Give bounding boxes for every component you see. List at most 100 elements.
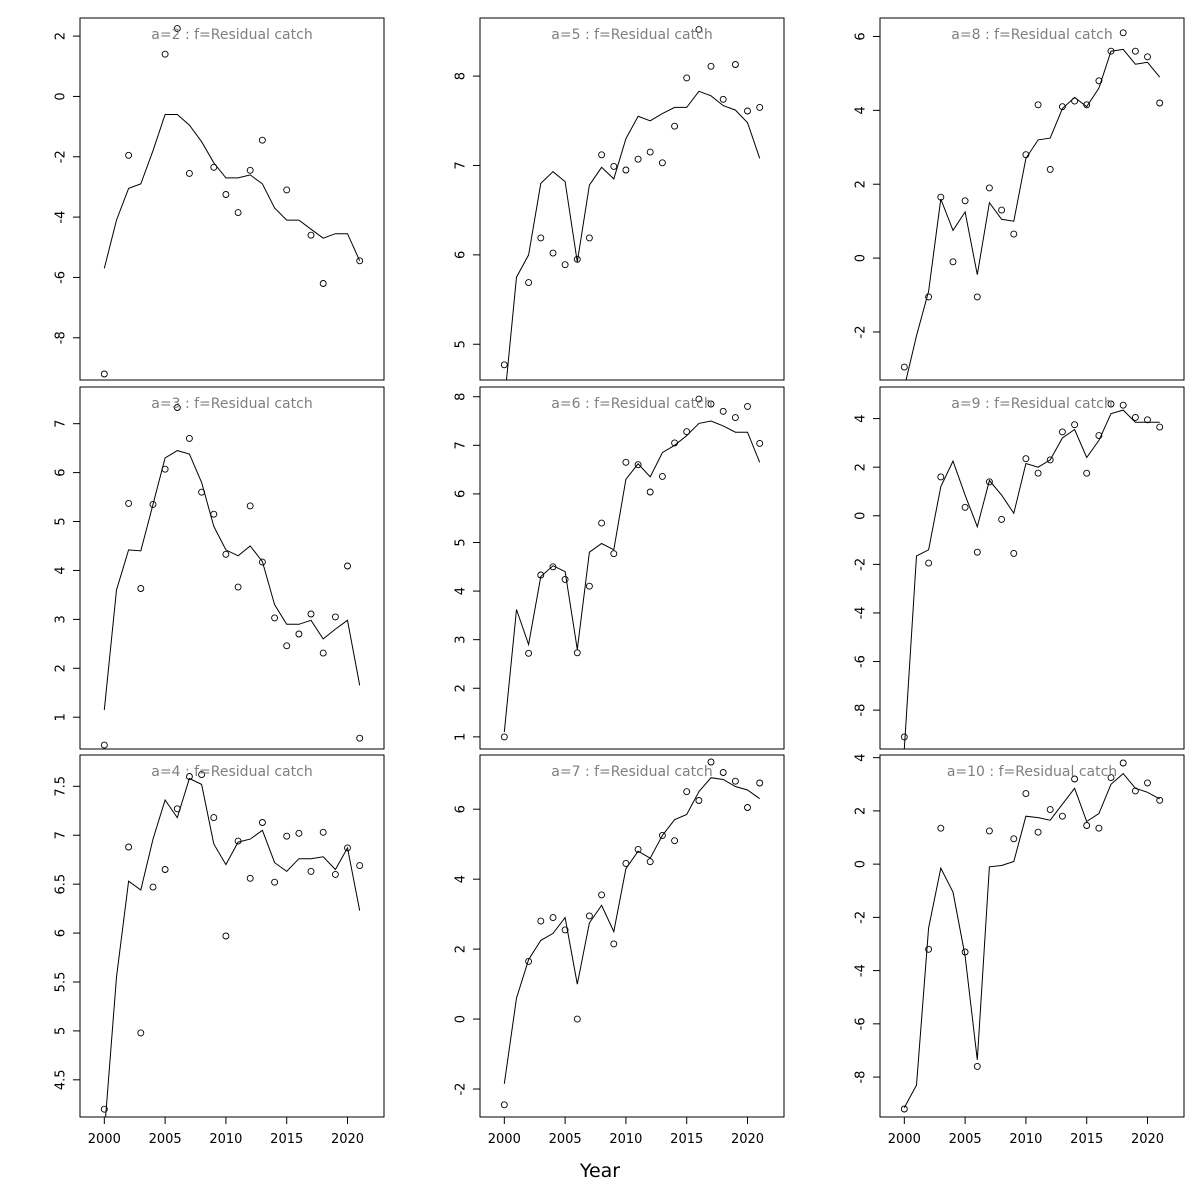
observed-point [271, 614, 279, 622]
observed-point [234, 209, 242, 217]
y-tick-label: 7 [454, 441, 469, 449]
observed-point [561, 261, 569, 269]
observed-point [161, 465, 169, 473]
observed-point [283, 832, 291, 840]
observed-point [973, 548, 981, 556]
observed-point [985, 478, 993, 486]
observed-point [1046, 456, 1054, 464]
observed-point [307, 231, 315, 239]
observed-point [1119, 401, 1127, 409]
observed-point [185, 434, 193, 442]
y-tick-label: -8 [854, 704, 869, 717]
observed-point [1131, 787, 1139, 795]
observed-point [283, 186, 291, 194]
observed-point [925, 559, 933, 567]
observed-point [125, 843, 133, 851]
y-tick-label: 3 [54, 615, 69, 623]
x-tick-label: 2015 [670, 1132, 703, 1147]
observed-point [1107, 774, 1115, 782]
observed-point [100, 741, 108, 749]
panel-4: a=6 : f=Residual catch 8 7 6 5 4 3 2 1 [454, 386, 785, 750]
panel-6: a=4 : f=Residual catch 7.5 7 6.5 6 5.5 5 4.5 200… [54, 754, 385, 1147]
x-tick-label: 2010 [609, 1132, 642, 1147]
observed-point [973, 293, 981, 301]
observed-point [234, 837, 242, 845]
observed-point [258, 136, 266, 144]
observed-point [537, 234, 545, 242]
observed-point [622, 458, 630, 466]
observed-point [756, 779, 764, 787]
observed-point [271, 878, 279, 886]
panel-frame [79, 17, 385, 381]
observed-point [961, 503, 969, 511]
x-tick-label: 2010 [209, 1132, 242, 1147]
y-tick-label: -4 [54, 211, 69, 224]
observed-point [246, 502, 254, 510]
panel-frame [879, 754, 1185, 1118]
y-tick-label: 1 [54, 713, 69, 721]
observed-point [985, 827, 993, 835]
y-tick-label: -2 [454, 1083, 469, 1096]
observed-point [283, 642, 291, 650]
observed-point [307, 610, 315, 618]
observed-point [500, 361, 508, 369]
observed-point [1131, 47, 1139, 55]
y-tick-label: 6 [454, 490, 469, 498]
y-tick-label: 4 [854, 414, 869, 422]
panel-5: a=9 : f=Residual catch 4 2 0 -2 -4 -6 -8 [854, 386, 1185, 750]
observed-point [137, 1029, 145, 1037]
observed-point [731, 414, 739, 422]
observed-point [622, 859, 630, 867]
observed-point [1010, 230, 1018, 238]
observed-point [295, 630, 303, 638]
y-tick-label: 5.5 [54, 972, 69, 993]
observed-point [573, 255, 581, 263]
x-tick-label: 2015 [1070, 1132, 1103, 1147]
y-tick-label: -2 [854, 911, 869, 924]
observed-point [258, 558, 266, 566]
observed-point [161, 866, 169, 873]
observed-point [658, 472, 666, 480]
y-tick-label: -2 [854, 558, 869, 571]
x-tick-label: 2020 [731, 1132, 764, 1147]
observed-point [1083, 469, 1091, 477]
observed-point [998, 515, 1006, 523]
observed-point [707, 400, 715, 408]
observed-point [1119, 29, 1127, 37]
observed-point [610, 940, 618, 948]
observed-point [549, 914, 557, 922]
y-tick-label: 0 [854, 512, 869, 520]
observed-point [998, 206, 1006, 214]
y-tick-label: 0 [454, 1015, 469, 1023]
observed-point [622, 166, 630, 174]
y-tick-label: 8 [454, 72, 469, 80]
observed-point [222, 932, 230, 940]
fitted-line [503, 777, 760, 1084]
y-tick-label: 2 [54, 32, 69, 40]
y-tick-label: 5 [54, 517, 69, 525]
y-tick-label: -6 [854, 1017, 869, 1030]
observed-point [331, 613, 339, 621]
observed-point [756, 103, 764, 111]
observed-point [1107, 47, 1115, 55]
panel-title: a=8 : f=Residual catch [951, 27, 1112, 43]
y-tick-label: 6.5 [54, 874, 69, 895]
panel-frame [79, 386, 385, 750]
y-tick-label: 7 [54, 420, 69, 428]
y-tick-label: 6 [54, 929, 69, 937]
observed-point [210, 163, 218, 171]
observed-point [658, 831, 666, 839]
observed-point [1046, 165, 1054, 173]
y-tick-label: 2 [854, 180, 869, 188]
observed-point [1058, 428, 1066, 436]
observed-point [319, 828, 327, 836]
panel-frame [79, 754, 385, 1118]
fitted-line [903, 772, 1160, 1108]
y-tick-label: 7 [54, 831, 69, 839]
y-tick-label: 2 [454, 684, 469, 692]
observed-point [707, 62, 715, 70]
observed-point [525, 279, 533, 287]
panel-title: a=7 : f=Residual catch [551, 764, 712, 780]
observed-point [198, 771, 206, 779]
